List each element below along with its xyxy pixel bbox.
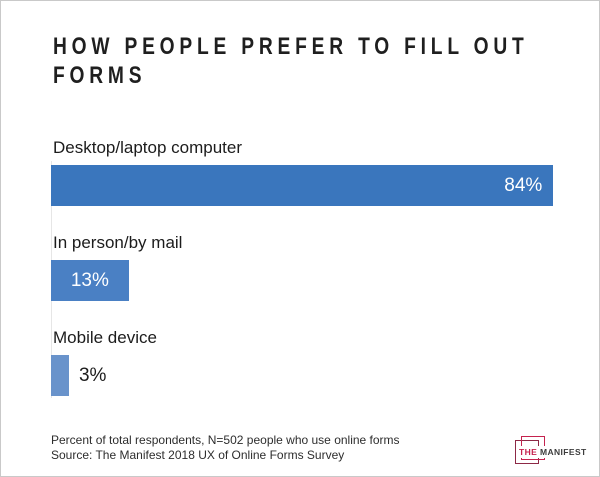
category-label: Mobile device xyxy=(53,328,157,347)
logo-text-manifest: MANIFEST xyxy=(539,447,587,457)
respondents-note: Percent of total respondents, N=502 peop… xyxy=(51,433,400,447)
bar-row: 13% xyxy=(51,260,596,301)
source-note: Source: The Manifest 2018 UX of Online F… xyxy=(51,447,345,462)
bar-chart: Desktop/laptop computer 84% In person/by… xyxy=(51,137,596,422)
bar: 84% xyxy=(51,165,554,206)
value-label: 13% xyxy=(70,269,109,291)
value-label: 3% xyxy=(78,364,107,386)
category-label: In person/by mail xyxy=(53,233,183,252)
category-label: Desktop/laptop computer xyxy=(53,138,242,157)
bar-group: Mobile device 3% xyxy=(51,327,596,396)
bar: 13% xyxy=(51,260,129,301)
chart-title-line1: HOW PEOPLE PREFER TO FILL OUT xyxy=(53,33,529,60)
chart-title: HOW PEOPLE PREFER TO FILL OUT FORMS xyxy=(53,32,529,90)
bar-group: Desktop/laptop computer 84% xyxy=(51,137,596,206)
chart-title-line2: FORMS xyxy=(53,62,147,89)
the-manifest-logo: THE MANIFEST xyxy=(511,433,588,466)
logo-text-the: THE xyxy=(519,447,538,457)
bar-group: In person/by mail 13% xyxy=(51,232,596,301)
logo-text: THE MANIFEST xyxy=(518,446,588,458)
footnotes: Percent of total respondents, N=502 peop… xyxy=(51,433,400,462)
bar-row: 84% xyxy=(51,165,596,206)
bar-row: 3% xyxy=(51,355,596,396)
bar xyxy=(51,355,69,396)
value-label: 84% xyxy=(504,174,543,196)
